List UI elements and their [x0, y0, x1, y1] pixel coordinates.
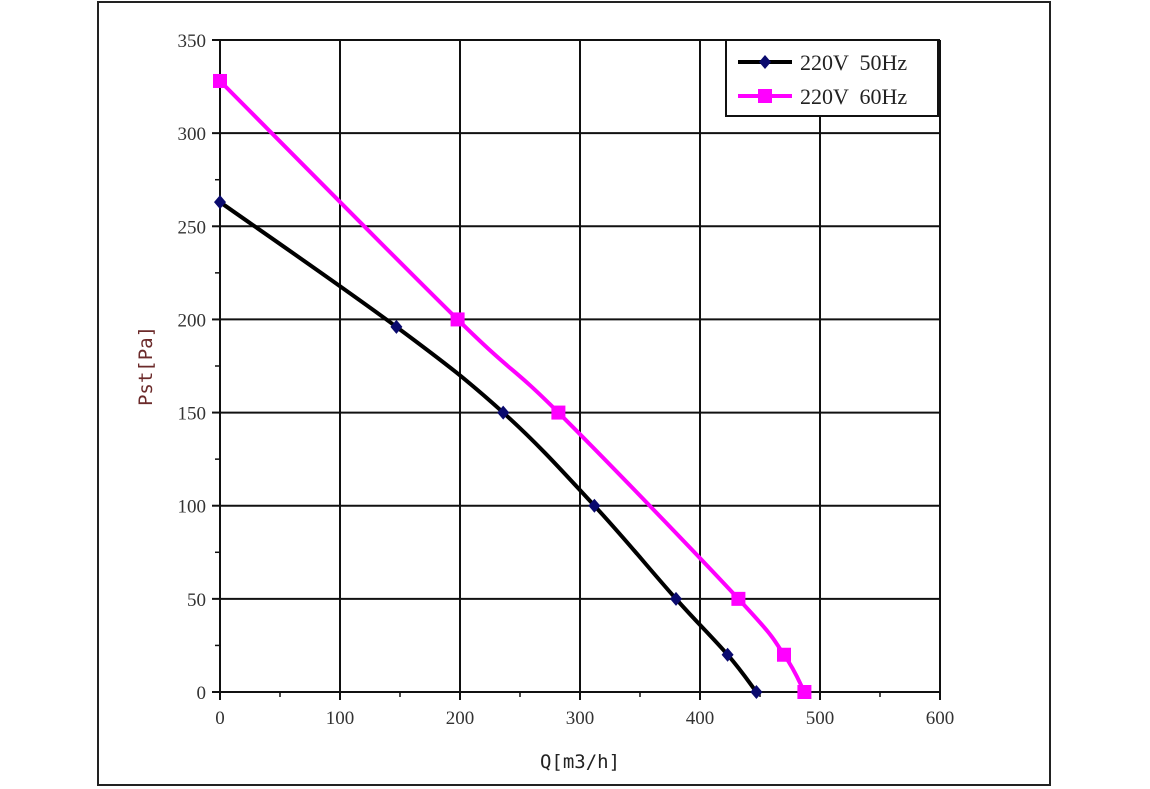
- y-tick-label: 50: [187, 590, 206, 611]
- diamond-marker: [750, 685, 763, 699]
- x-tick-label: 500: [806, 708, 835, 729]
- square-marker: [758, 89, 772, 103]
- diamond-marker: [214, 195, 226, 210]
- diamond-marker: [497, 405, 510, 420]
- x-tick-label: 100: [326, 708, 355, 729]
- chart-frame: [97, 1, 1051, 786]
- square-marker: [213, 73, 227, 88]
- square-marker: [731, 591, 746, 606]
- y-tick-label: 200: [178, 310, 207, 331]
- y-tick-label: 100: [178, 497, 207, 518]
- series-line-0: [218, 200, 758, 694]
- square-marker: [797, 685, 812, 699]
- square-marker: [551, 405, 566, 420]
- diamond-marker: [759, 55, 771, 69]
- y-tick-label: 300: [178, 124, 207, 145]
- square-marker: [777, 647, 791, 662]
- square-marker: [450, 312, 465, 327]
- x-tick-label: 300: [566, 708, 595, 729]
- diamond-marker: [390, 319, 403, 334]
- x-tick-label: 600: [926, 708, 955, 729]
- y-tick-label: 0: [197, 683, 207, 704]
- legend: 220V 50Hz 220V 60Hz: [725, 39, 939, 117]
- x-tick-label: 0: [215, 708, 225, 729]
- y-axis-label: Pst[Pa]: [135, 326, 157, 406]
- x-axis-label: Q[m3/h]: [540, 751, 620, 773]
- series-line-1: [218, 79, 807, 693]
- legend-label-0: 220V 50Hz: [800, 50, 907, 75]
- y-tick-label: 350: [178, 31, 207, 52]
- diamond-marker: [670, 591, 682, 606]
- y-tick-label: 250: [178, 217, 207, 238]
- diamond-marker: [721, 647, 734, 662]
- legend-label-1: 220V 60Hz: [800, 84, 907, 109]
- y-tick-label: 150: [178, 404, 207, 425]
- diamond-marker: [588, 498, 601, 513]
- x-tick-label: 200: [446, 708, 475, 729]
- x-tick-label: 400: [686, 708, 715, 729]
